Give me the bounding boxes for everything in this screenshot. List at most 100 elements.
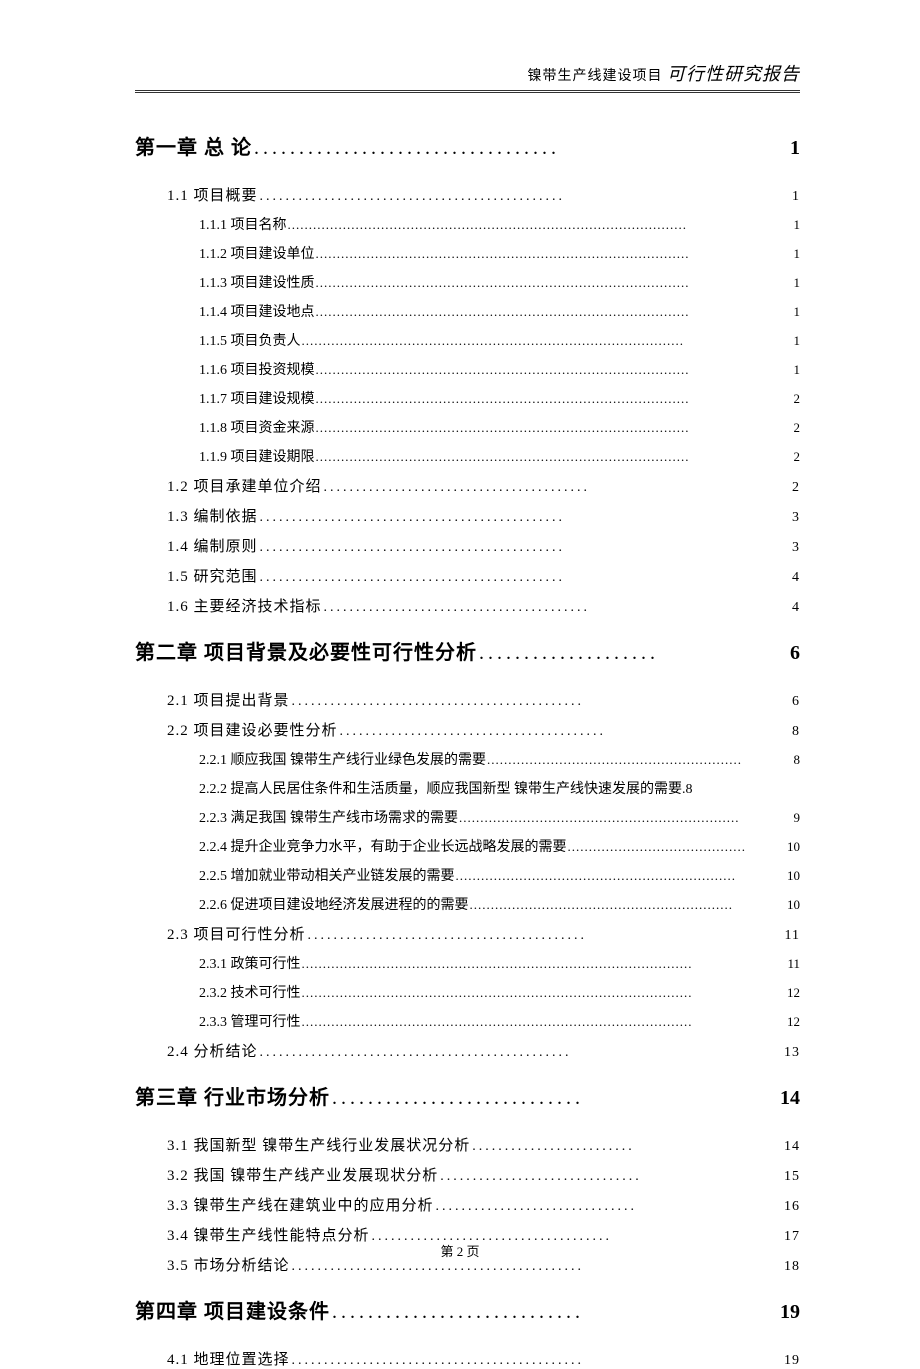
toc-dots: ........................................… <box>455 868 788 884</box>
toc-page: 18 <box>784 1259 800 1275</box>
toc-page: 1 <box>794 246 801 262</box>
toc-page: 10 <box>787 839 800 855</box>
toc-page: 15 <box>784 1169 800 1185</box>
toc-sub-1-1-8: 1.1.8 项目资金来源 ...........................… <box>199 417 800 437</box>
toc-sub-1-1-9: 1.1.9 项目建设期限 ...........................… <box>199 446 800 466</box>
toc-dots: ........................................… <box>301 985 788 1001</box>
toc-dots: .................................. <box>252 137 790 160</box>
toc-title: 1.1.3 项目建设性质 <box>199 272 315 292</box>
toc-section-1-6: 1.6 主要经济技术指标 ...........................… <box>167 595 800 616</box>
toc-page: 14 <box>780 1087 800 1110</box>
toc-dots: ........................................… <box>315 391 794 407</box>
toc-chapter-2: 第二章 项目背景及必要性可行性分析 .................... 6 <box>135 636 800 665</box>
toc-sub-1-1-1: 1.1.1 项目名称 .............................… <box>199 214 800 234</box>
toc-title: 1.1.9 项目建设期限 <box>199 446 315 466</box>
toc-title: 1.1 项目概要 <box>167 184 258 205</box>
toc-page: 1 <box>794 304 801 320</box>
toc-dots: .................... <box>477 642 790 665</box>
toc-sub-2-2-6: 2.2.6 促进项目建设地经济发展进程的的需要 ................… <box>199 894 800 914</box>
toc-page: 2 <box>794 420 801 436</box>
toc-dots: ............................... <box>438 1169 784 1185</box>
toc-sub-2-2-1: 2.2.1 顺应我国 镍带生产线行业绿色发展的需要 ..............… <box>199 749 800 769</box>
toc-title: 3.1 我国新型 镍带生产线行业发展状况分析 <box>167 1134 470 1155</box>
toc-section-1-4: 1.4 编制原则 ...............................… <box>167 535 800 556</box>
toc-section-2-4: 2.4 分析结论 ...............................… <box>167 1040 800 1061</box>
toc-page: 1 <box>792 189 800 205</box>
header-rule <box>135 90 800 93</box>
toc-page: 1 <box>794 275 801 291</box>
toc-section-1-1: 1.1 项目概要 ...............................… <box>167 184 800 205</box>
toc-title: 1.1.2 项目建设单位 <box>199 243 315 263</box>
toc-title: 2.3.2 技术可行性 <box>199 982 301 1002</box>
toc-title: 2.3.3 管理可行性 <box>199 1011 301 1031</box>
toc-sub-1-1-5: 1.1.5 项目负责人 ............................… <box>199 330 800 350</box>
toc-page: 8 <box>792 724 800 740</box>
toc-sub-1-1-7: 1.1.7 项目建设规模 ...........................… <box>199 388 800 408</box>
toc-page: 19 <box>784 1353 800 1369</box>
toc-section-3-2: 3.2 我国 镍带生产线产业发展现状分析 ...................… <box>167 1164 800 1185</box>
toc-dots: ........................................… <box>301 956 788 972</box>
toc-page: 11 <box>785 928 800 944</box>
header-project: 镍带生产线建设项目 <box>528 69 663 84</box>
toc-title: 4.1 地理位置选择 <box>167 1348 290 1369</box>
page-header: 镍带生产线建设项目 可行性研究报告 <box>135 60 800 86</box>
toc-title: 3.2 我国 镍带生产线产业发展现状分析 <box>167 1164 438 1185</box>
toc-dots: ........................................… <box>290 1353 784 1369</box>
toc-page: 3 <box>792 510 800 526</box>
toc-title: 第四章 项目建设条件 <box>135 1295 330 1324</box>
toc-page: 12 <box>787 985 800 1001</box>
toc-dots: ........................................… <box>258 510 792 526</box>
toc-page: 8 <box>794 752 801 768</box>
toc-dots: ........................................… <box>258 189 792 205</box>
toc-sub-1-1-3: 1.1.3 项目建设性质 ...........................… <box>199 272 800 292</box>
toc-page: 12 <box>787 1014 800 1030</box>
toc-title: 1.2 项目承建单位介绍 <box>167 475 322 496</box>
toc-dots: ........................................… <box>315 449 794 465</box>
toc-dots: ........................................… <box>290 694 792 710</box>
toc-section-2-3: 2.3 项目可行性分析 ............................… <box>167 923 800 944</box>
toc-page: 13 <box>784 1045 800 1061</box>
toc-title: 2.2.5 增加就业带动相关产业链发展的需要 <box>199 865 455 885</box>
toc-dots: ......................... <box>470 1139 784 1155</box>
toc-dots: ........................................… <box>315 275 794 291</box>
toc-sub-2-2-4: 2.2.4 提升企业竞争力水平，有助于企业长远战略发展的需要 .........… <box>199 836 800 856</box>
toc-dots: ........................................… <box>315 420 794 436</box>
toc-page: 1 <box>794 217 801 233</box>
toc-page: 4 <box>792 570 800 586</box>
toc-page: 14 <box>784 1139 800 1155</box>
toc-dots: ........................................… <box>486 752 794 768</box>
toc-chapter-3: 第三章 行业市场分析 ............................ … <box>135 1081 800 1110</box>
toc-section-4-1: 4.1 地理位置选择 .............................… <box>167 1348 800 1369</box>
toc-section-2-2: 2.2 项目建设必要性分析 ..........................… <box>167 719 800 740</box>
toc-dots: ........................................… <box>322 600 792 616</box>
toc-title: 1.4 编制原则 <box>167 535 258 556</box>
toc-title: 1.1.7 项目建设规模 <box>199 388 315 408</box>
toc-title: 3.3 镍带生产线在建筑业中的应用分析 <box>167 1194 434 1215</box>
toc-title: 2.3 项目可行性分析 <box>167 923 306 944</box>
toc-dots: ........................................… <box>315 246 794 262</box>
toc-sub-2-2-2: 2.2.2 提高人民居住条件和生活质量，顺应我国新型 镍带生产线快速发展的需要.… <box>199 778 800 798</box>
toc-page: 2 <box>792 480 800 496</box>
toc-page: 9 <box>794 810 801 826</box>
toc-chapter-4: 第四章 项目建设条件 ............................ … <box>135 1295 800 1324</box>
toc-page: 1 <box>794 362 801 378</box>
toc-sub-2-3-2: 2.3.2 技术可行性 ............................… <box>199 982 800 1002</box>
toc-title: 2.2 项目建设必要性分析 <box>167 719 338 740</box>
toc-title: 1.1.6 项目投资规模 <box>199 359 315 379</box>
toc-sub-2-3-3: 2.3.3 管理可行性 ............................… <box>199 1011 800 1031</box>
toc-page: 10 <box>787 897 800 913</box>
toc-dots: ........................................… <box>290 1259 784 1275</box>
toc-title: 1.3 编制依据 <box>167 505 258 526</box>
toc-section-1-3: 1.3 编制依据 ...............................… <box>167 505 800 526</box>
toc-title: 1.1.8 项目资金来源 <box>199 417 315 437</box>
toc-page: 6 <box>790 642 800 665</box>
toc-title: 2.3.1 政策可行性 <box>199 953 301 973</box>
toc-dots: ........................................… <box>301 333 794 349</box>
toc-section-3-3: 3.3 镍带生产线在建筑业中的应用分析 ....................… <box>167 1194 800 1215</box>
toc-title: 2.2.3 满足我国 镍带生产线市场需求的需要 <box>199 807 458 827</box>
toc-sub-2-2-5: 2.2.5 增加就业带动相关产业链发展的需要 .................… <box>199 865 800 885</box>
toc-sub-2-2-3: 2.2.3 满足我国 镍带生产线市场需求的需要 ................… <box>199 807 800 827</box>
toc-title: 2.1 项目提出背景 <box>167 689 290 710</box>
toc-page: 11 <box>787 956 800 972</box>
toc-title: 2.2.2 提高人民居住条件和生活质量，顺应我国新型 镍带生产线快速发展的需要.… <box>199 782 693 797</box>
